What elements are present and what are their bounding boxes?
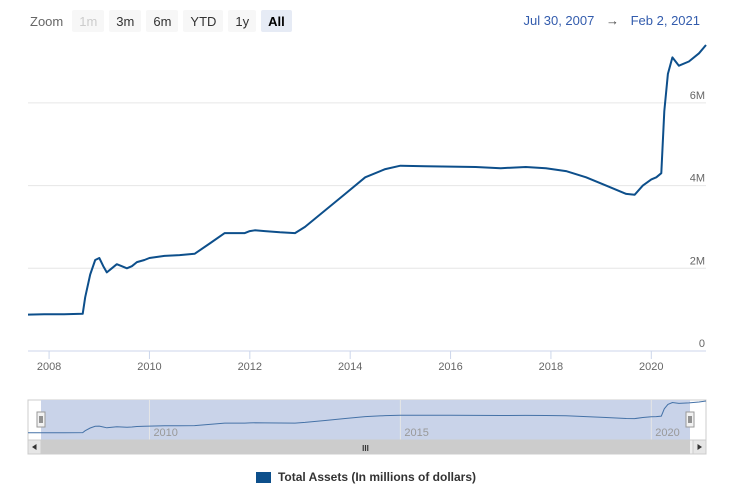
x-axis-ticks: 2008 2010 2012 2014 2016 2018 2020 [37,351,664,373]
scrollbar[interactable]: III [27,439,707,455]
navigator-handle-right[interactable] [685,411,695,428]
grid-lines [28,102,706,269]
range-arrow: → [605,13,619,28]
navigator-series-line [28,400,707,434]
x-tick-label: 2020 [639,361,663,373]
zoom-1m-button: 1m [72,10,105,32]
scrollbar-grip: III [362,444,369,453]
navigator-mask[interactable] [41,400,690,440]
range-to-input[interactable]: Feb 2, 2021 [630,13,700,28]
zoom-all-button[interactable]: All [261,10,292,32]
legend-label[interactable]: Total Assets (In millions of dollars) [277,470,477,484]
x-tick-label: 2016 [438,361,462,373]
legend[interactable]: Total Assets (In millions of dollars) [0,470,732,484]
navigator[interactable]: 2010 2015 2020 [27,399,707,441]
zoom-3m-button[interactable]: 3m [109,10,142,32]
x-tick-label: 2010 [137,361,161,373]
x-tick-label: 2014 [338,361,362,373]
date-range: Jul 30, 2007 → Feb 2, 2021 [524,13,700,28]
y-tick-label: 0 [699,338,705,350]
x-tick-label: 2008 [37,361,61,373]
zoom-6m-button[interactable]: 6m [146,10,179,32]
y-tick-label: 4M [690,173,705,185]
navigator-tick-label: 2020 [655,427,679,439]
x-tick-label: 2018 [539,361,563,373]
range-from-input[interactable]: Jul 30, 2007 [523,13,595,28]
chart: 0 2M 4M 6M 2008 2010 2012 2014 2016 2018 2020 201… [27,44,707,455]
scrollbar-thumb[interactable] [41,440,690,454]
zoom-bar: Zoom 1m 3m 6m YTD 1y All [30,10,297,32]
navigator-tick-label: 2015 [404,427,428,439]
series-line-total-assets [27,44,707,316]
zoom-label: Zoom [30,13,64,29]
legend-swatch [255,471,271,483]
scroll-right-arrow-icon [697,444,702,450]
navigator-tick-label: 2010 [153,427,177,439]
scroll-left-arrow-icon [32,444,37,450]
navigator-x-ticks: 2010 2015 2020 [148,400,680,440]
y-tick-label: 2M [690,255,705,267]
y-axis-ticks: 0 2M 4M 6M [690,90,705,350]
zoom-ytd-button[interactable]: YTD [183,10,224,32]
y-tick-label: 6M [690,90,705,102]
navigator-handle-left[interactable] [36,411,46,428]
x-tick-label: 2012 [238,361,262,373]
zoom-1y-button[interactable]: 1y [228,10,257,32]
